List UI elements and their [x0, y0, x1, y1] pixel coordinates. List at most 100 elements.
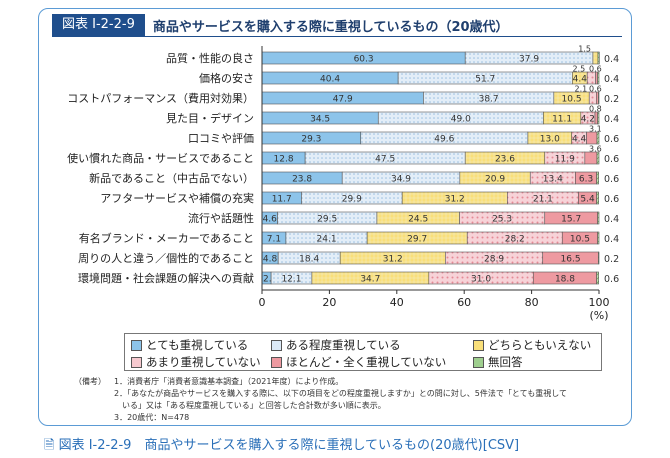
bar-segment: [596, 271, 599, 285]
data-label: 0.4: [604, 234, 619, 245]
legend-label: ほとんど・全く重視していない: [286, 355, 447, 369]
category-label: 見た目・デザイン: [166, 111, 254, 125]
legend-label: ある程度重視している: [286, 338, 401, 352]
legend-item: ほとんど・全く重視していない: [271, 354, 446, 370]
data-label: 4.4: [573, 75, 588, 85]
bar-segment: [598, 91, 600, 105]
legend-swatch: [271, 356, 282, 368]
data-label: 28.2: [505, 235, 525, 245]
data-label: 29.7: [407, 235, 427, 245]
category-label: 有名ブランド・メーカーであること: [79, 231, 254, 245]
legend-item: ある程度重視している: [271, 337, 401, 353]
data-label: 60.3: [354, 55, 374, 65]
data-label: 4.6: [263, 215, 278, 225]
data-label: 31.2: [383, 255, 403, 265]
notes: （備考） 1．消費者庁「消費者意識基本調査」（2021年度）により作成。 2．「…: [74, 376, 567, 424]
data-label: 0.4: [604, 214, 619, 225]
data-label: 18.8: [555, 275, 575, 285]
data-label: 49.6: [434, 135, 454, 145]
data-label: 2.1: [574, 85, 587, 94]
legend-label: とても重視している: [146, 338, 249, 352]
category-label: アフターサービスや補償の充実: [100, 191, 254, 205]
data-label: 13.0: [540, 135, 560, 145]
data-label: 11.7: [272, 195, 292, 205]
x-tick-label: 60: [457, 296, 471, 309]
legend-label: あまり重視していない: [146, 355, 261, 369]
chart-legend: とても重視している ある程度重視している どちらともいえないあまり重視していない ほと…: [124, 333, 602, 371]
bar-segment: [597, 71, 600, 85]
bar-segment: [597, 211, 600, 225]
data-label: 0.6: [604, 194, 619, 205]
data-label: 0.2: [604, 94, 619, 105]
data-label: 0.8: [589, 105, 602, 114]
data-label: 18.4: [299, 255, 319, 265]
data-label: 0.6: [589, 85, 602, 94]
legend-label: 無回答: [488, 355, 523, 369]
data-label: 28.9: [484, 255, 504, 265]
csv-link[interactable]: 🗎 図表 I-2-2-9 商品やサービスを購入する際に重視しているもの(20歳代…: [44, 434, 519, 458]
data-label: 13.4: [543, 175, 563, 185]
csv-link-text[interactable]: 図表 I-2-2-9 商品やサービスを購入する際に重視しているもの(20歳代)[…: [58, 438, 520, 453]
header-rule: [52, 36, 622, 37]
note-2-cont: いる」又は「ある程度重視している」と回答した合計数が多い順に表示。: [114, 401, 386, 410]
bar-segment: [597, 51, 600, 65]
data-label: 0.6: [589, 65, 602, 74]
category-label: 新品であること（中古品でない）: [89, 171, 254, 185]
data-label: 38.7: [479, 95, 499, 105]
data-label: 2.5: [572, 65, 585, 74]
data-label: 47.5: [375, 155, 395, 165]
legend-item: どちらともいえない: [473, 337, 591, 353]
data-label: 23.6: [495, 155, 515, 165]
data-label: 47.9: [333, 95, 353, 105]
bar-segment: [596, 191, 599, 205]
category-label: 使い慣れた商品・サービスであること: [67, 151, 254, 165]
data-label: 16.5: [561, 255, 581, 265]
bar-segment: [596, 171, 599, 185]
data-label: 40.4: [320, 75, 340, 85]
bar-segment: [584, 151, 598, 165]
data-label: 11.1: [552, 115, 572, 125]
document-icon: 🗎: [44, 438, 59, 453]
data-label: 12.8: [274, 155, 294, 165]
note-1: 1．消費者庁「消費者意識基本調査」（2021年度）により作成。: [114, 377, 344, 386]
data-label: 23.8: [292, 175, 312, 185]
category-label: 環境問題・社会課題の解決への貢献: [78, 271, 254, 285]
data-label: 34.7: [360, 275, 380, 285]
data-label: 0.6: [604, 274, 619, 285]
legend-label: どちらともいえない: [488, 338, 592, 352]
category-label: 口コミや評価: [188, 131, 254, 145]
data-label: 4.8: [263, 255, 278, 265]
legend-item: あまり重視していない: [131, 354, 261, 370]
data-label: 5.4: [580, 195, 595, 205]
bar-segment: [588, 91, 597, 105]
data-label: 29.3: [301, 135, 321, 145]
data-label: 37.9: [519, 55, 539, 65]
data-label: 21.1: [533, 195, 553, 205]
data-label: 24.5: [408, 215, 428, 225]
x-tick-label: 40: [390, 296, 404, 309]
category-label: 品質・性能の良さ: [166, 51, 254, 65]
legend-swatch: [131, 339, 142, 351]
data-label: 31.0: [471, 275, 491, 285]
legend-swatch: [271, 339, 282, 351]
data-label: 2.7: [263, 275, 277, 285]
data-label: 3.1: [589, 125, 602, 134]
x-tick-label: 80: [525, 296, 539, 309]
note-3: 3．20歳代：N=478: [114, 413, 190, 422]
data-label: 7.1: [267, 235, 281, 245]
data-label: 49.0: [451, 115, 471, 125]
data-label: 0.6: [604, 134, 619, 145]
data-label: 51.7: [475, 75, 495, 85]
data-label: 0.6: [604, 154, 619, 165]
legend-item: 無回答: [473, 354, 523, 370]
legend-swatch: [473, 356, 484, 368]
data-label: 29.9: [342, 195, 362, 205]
data-label: 20.9: [485, 175, 505, 185]
figure-title: 商品やサービスを購入する際に重視しているもの（20歳代）: [152, 19, 509, 35]
data-label: 6.3: [579, 175, 593, 185]
legend-swatch: [131, 356, 142, 368]
data-label: 12.1: [281, 275, 301, 285]
category-label: 価格の安さ: [199, 71, 254, 85]
bar-segment: [596, 131, 600, 145]
